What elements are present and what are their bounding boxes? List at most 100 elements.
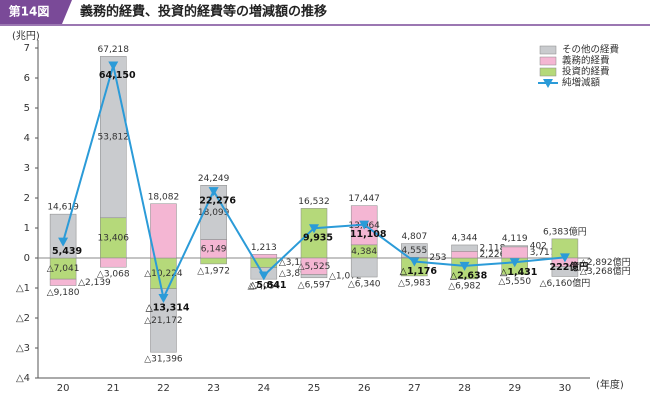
data-label: 2,118 <box>480 244 506 254</box>
y-tick-label: 2 <box>24 193 30 204</box>
bar-segment <box>100 257 127 268</box>
x-tick-label: 28 <box>458 383 471 394</box>
y-tick-label: 0 <box>24 253 30 264</box>
data-label: 253 <box>429 253 446 263</box>
x-unit: (年度) <box>596 378 624 391</box>
net-label: 22,276 <box>199 196 236 207</box>
total-label: △6,597 <box>298 280 331 290</box>
data-label: △1,072 <box>329 272 362 282</box>
data-label: 6,149 <box>201 244 227 254</box>
x-tick-label: 24 <box>257 383 270 394</box>
data-label: 3,717 <box>530 248 556 258</box>
data-label: 14,619 <box>47 203 79 213</box>
figure-label: 第14図 <box>9 4 50 19</box>
y-tick-label: △3 <box>16 343 30 354</box>
net-marker <box>208 187 219 197</box>
data-label: 6,383億円 <box>543 225 587 237</box>
total-label: 4,807 <box>401 232 427 242</box>
chart-title: 義務的経費、投資的経費等の増減額の推移 <box>80 4 327 20</box>
net-label: △13,314 <box>145 302 189 313</box>
total-label: 4,119 <box>502 234 528 244</box>
data-label: △5,550 <box>498 277 531 287</box>
bar-segment <box>100 56 127 219</box>
net-marker <box>258 271 269 281</box>
x-tick-label: 25 <box>308 383 321 394</box>
total-label: △7,054 <box>247 282 280 292</box>
data-label: △21,172 <box>144 316 182 326</box>
net-marker <box>108 61 119 71</box>
y-tick-label: 4 <box>24 133 30 144</box>
total-label: △6,160億円 <box>540 277 591 289</box>
data-label: △3,268億円 <box>580 265 631 277</box>
y-unit: (兆円) <box>12 30 40 42</box>
data-label: △5,983 <box>398 278 431 288</box>
bar-segment <box>300 274 328 279</box>
x-tick-label: 29 <box>508 383 521 394</box>
x-tick-label: 20 <box>57 383 70 394</box>
x-tick-label: 23 <box>207 383 220 394</box>
data-label: 2,226 <box>480 250 506 260</box>
data-label: 4,384 <box>351 247 377 257</box>
net-label: 222億円 <box>549 261 588 273</box>
total-label: 4,344 <box>452 233 478 243</box>
net-label: 64,150 <box>99 70 136 81</box>
net-marker <box>559 253 570 263</box>
data-label: △10,224 <box>144 269 183 279</box>
total-label: 17,447 <box>348 194 380 204</box>
x-tick-label: 30 <box>559 383 572 394</box>
bar-segment <box>350 257 378 278</box>
x-tick-label: 26 <box>358 383 371 394</box>
data-label: △5,525 <box>298 262 331 272</box>
legend-marker <box>543 79 553 88</box>
total-label: 67,218 <box>98 45 130 55</box>
header-accent <box>58 0 72 24</box>
figure-label-box <box>0 0 58 24</box>
y-tick-label: 6 <box>24 73 30 84</box>
net-marker <box>459 261 470 271</box>
data-label: △3,068 <box>97 270 130 280</box>
data-label: 53,812 <box>98 133 130 143</box>
data-label: 1,213 <box>251 243 277 253</box>
net-marker <box>509 258 520 268</box>
x-tick-label: 27 <box>408 383 421 394</box>
x-tick-label: 22 <box>157 383 170 394</box>
net-label: △1,176 <box>400 266 438 277</box>
data-label: △1,972 <box>197 266 230 276</box>
bar-segment <box>49 213 77 259</box>
data-label: 18,099 <box>198 208 230 218</box>
total-label: 24,249 <box>198 174 230 184</box>
data-label: △7,041 <box>47 264 80 274</box>
net-label: 5,439 <box>52 246 82 257</box>
net-marker <box>158 293 169 303</box>
legend-label: 投資的経費 <box>562 66 610 78</box>
bar-segment <box>501 245 528 248</box>
y-tick-label: △4 <box>16 373 30 384</box>
data-label: 13,406 <box>98 233 130 243</box>
bar-segment <box>200 257 227 265</box>
data-label: △6,982 <box>448 281 481 291</box>
y-tick-label: 1 <box>24 223 30 234</box>
y-tick-label: 7 <box>24 43 30 54</box>
net-label: 11,108 <box>350 229 387 240</box>
net-marker <box>409 257 420 267</box>
y-tick-label: 3 <box>24 163 30 174</box>
net-marker <box>359 220 370 230</box>
total-label: △31,396 <box>144 355 183 365</box>
y-tick-label: △2 <box>16 313 30 324</box>
net-label: △5,841 <box>249 280 286 291</box>
data-label: 402 <box>530 242 547 252</box>
data-label: 4,555 <box>401 246 427 256</box>
y-tick-label: △1 <box>16 283 30 294</box>
bar-segment <box>150 203 177 259</box>
net-label: 9,935 <box>303 233 333 244</box>
bar-segment <box>401 243 428 258</box>
bar-segment <box>49 278 77 286</box>
net-label: △2,638 <box>450 270 488 281</box>
bar-segment <box>501 246 528 259</box>
bar-segment <box>300 208 328 259</box>
net-label: △1,431 <box>500 267 537 278</box>
data-label: △3,893 <box>279 269 312 279</box>
bar-segment <box>551 266 579 277</box>
